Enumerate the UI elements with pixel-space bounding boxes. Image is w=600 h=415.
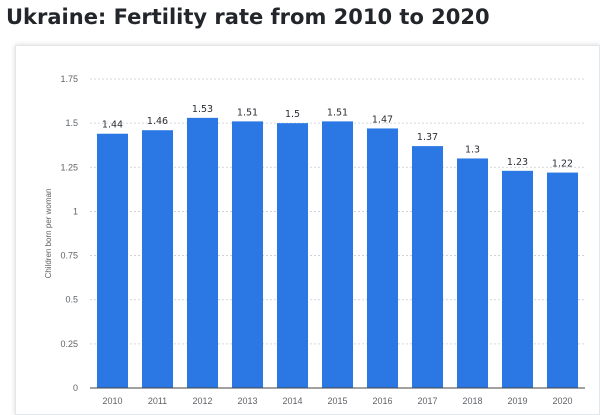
value-label: 1.37: [417, 132, 438, 143]
x-tick-label: 2020: [552, 396, 572, 406]
bar-2017[interactable]: [411, 146, 444, 388]
y-tick-label: 0.5: [65, 295, 78, 305]
y-tick-label: 1.75: [60, 74, 78, 84]
value-label: 1.51: [327, 107, 348, 118]
y-tick-label: 0: [73, 383, 78, 393]
value-label: 1.44: [102, 120, 123, 131]
x-tick-label: 2016: [372, 396, 392, 406]
value-labels: 1.44 1.46 1.53 1.51 1.5 1.51 1.47 1.37 1.3 1.23 1.…: [102, 104, 573, 170]
y-tick-label: 0.75: [60, 251, 78, 261]
value-label: 1.47: [372, 114, 393, 125]
x-tick-label: 2012: [192, 396, 212, 406]
bars: [96, 117, 579, 389]
x-tick-label: 2015: [327, 396, 347, 406]
value-label: 1.51: [237, 107, 258, 118]
bar-2016[interactable]: [366, 128, 399, 388]
y-tick-label: 1.5: [65, 118, 78, 128]
bar-2010[interactable]: [96, 133, 129, 388]
value-label: 1.5: [285, 109, 300, 120]
value-label: 1.53: [192, 104, 213, 115]
bar-2020[interactable]: [546, 172, 579, 388]
bar-2011[interactable]: [141, 130, 174, 388]
bar-2019[interactable]: [501, 170, 534, 388]
value-label: 1.3: [465, 144, 480, 155]
x-tick-label: 2018: [462, 396, 482, 406]
bar-2015[interactable]: [321, 121, 354, 389]
y-tick-label: 1.25: [60, 162, 78, 172]
value-label: 1.46: [147, 116, 168, 127]
x-tick-label: 2013: [237, 396, 257, 406]
x-tick-label: 2019: [507, 396, 527, 406]
y-tick-label: 1: [73, 206, 78, 216]
y-axis-ticks: 0 0.25 0.5 0.75 1 1.25 1.5 1.75: [60, 74, 78, 393]
bar-2014[interactable]: [276, 123, 309, 389]
x-tick-label: 2017: [417, 396, 437, 406]
bar-2018[interactable]: [456, 158, 489, 388]
x-axis-ticks: 2010 2011 2012 2013 2014 2015 2016 2017 2018 2019…: [102, 396, 572, 406]
x-tick-label: 2011: [148, 396, 167, 406]
bar-2012[interactable]: [186, 117, 219, 389]
page-title: Ukraine: Fertility rate from 2010 to 202…: [6, 5, 490, 29]
x-tick-label: 2014: [282, 396, 302, 406]
y-tick-label: 0.25: [60, 339, 78, 349]
y-axis-label: Children born per woman: [44, 189, 53, 279]
value-label: 1.23: [507, 157, 528, 168]
value-label: 1.22: [552, 159, 573, 170]
bar-2013[interactable]: [231, 121, 264, 389]
x-tick-label: 2010: [102, 396, 122, 406]
